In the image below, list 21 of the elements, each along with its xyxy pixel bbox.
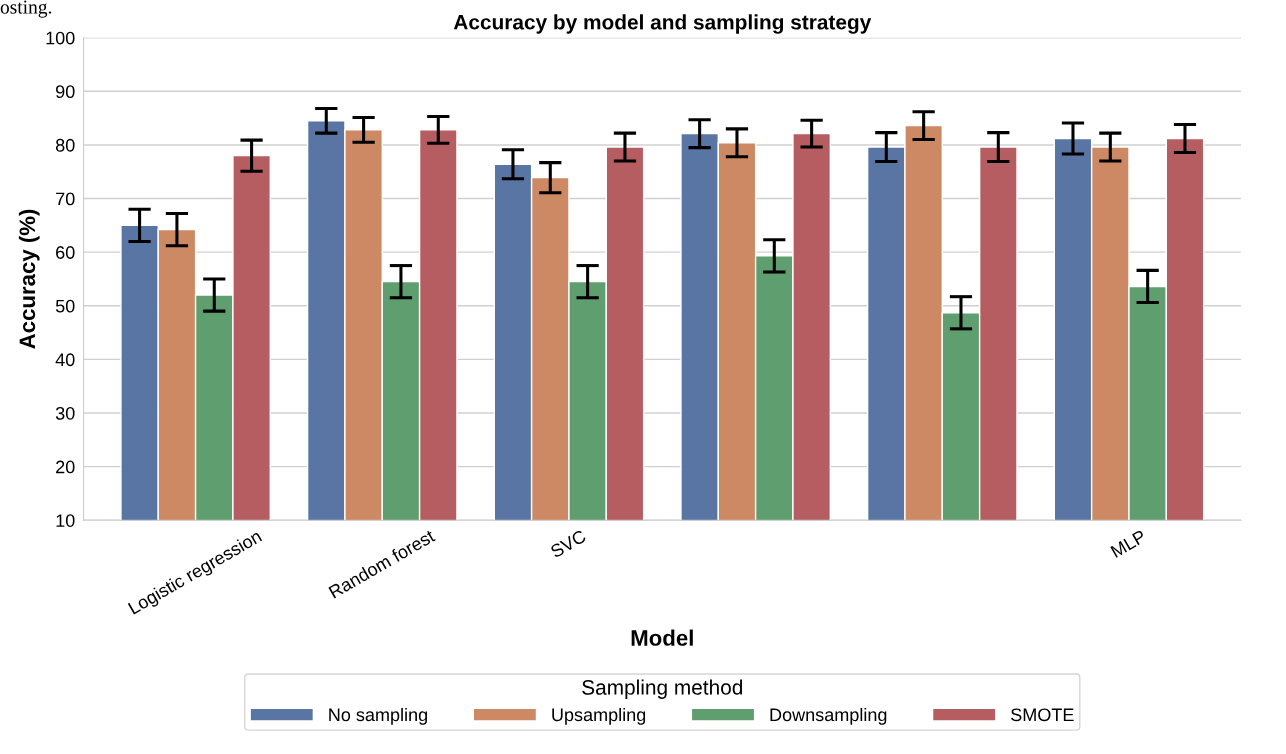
y-tick-label: 100 bbox=[46, 31, 75, 45]
chart-title: Accuracy by model and sampling strategy bbox=[453, 14, 872, 34]
y-tick-label: 60 bbox=[56, 246, 75, 259]
y-tick-label: 10 bbox=[56, 514, 75, 527]
legend-label: Upsampling bbox=[552, 707, 646, 725]
y-tick-label: 80 bbox=[55, 138, 75, 152]
y-axis-title: Accuracy (%) bbox=[18, 209, 40, 349]
y-tick-label: 90 bbox=[56, 85, 75, 99]
text: osting. bbox=[0, 0, 52, 18]
legend-label: No sampling bbox=[329, 707, 427, 725]
x-axis-title: Model bbox=[631, 629, 693, 646]
x-tick-label: MLP bbox=[1110, 529, 1147, 558]
y-tick-label: 30 bbox=[55, 406, 75, 420]
y-tick-label: 40 bbox=[55, 353, 75, 367]
legend-title: Sampling method bbox=[582, 679, 743, 699]
y-tick-label: 70 bbox=[56, 192, 75, 206]
x-tick-label: SVC bbox=[549, 529, 587, 559]
legend-label: SMOTE bbox=[1011, 708, 1074, 722]
y-tick-label: 50 bbox=[55, 299, 75, 313]
legend-label: Downsampling bbox=[770, 707, 887, 725]
y-tick-label: 20 bbox=[56, 460, 75, 474]
